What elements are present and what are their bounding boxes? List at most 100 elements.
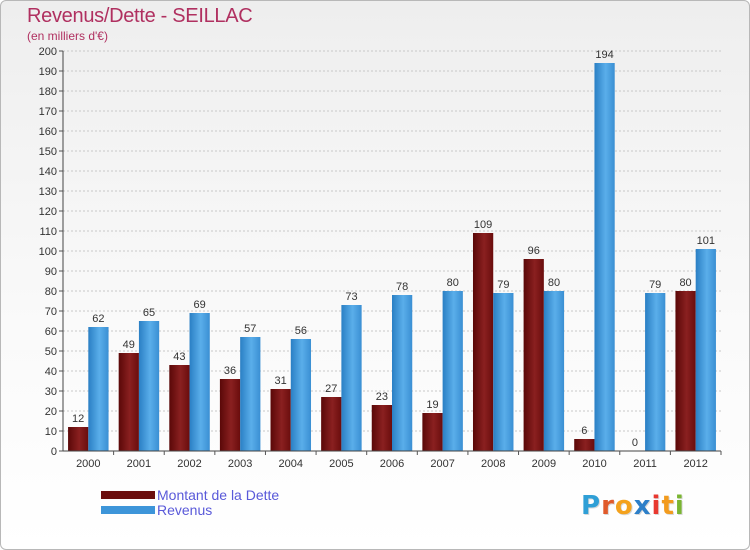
bar-dette-2005 bbox=[321, 397, 342, 451]
bar-dette-2001 bbox=[118, 353, 139, 451]
bar-revenus-2010 bbox=[594, 63, 615, 451]
x-tick-label: 2004 bbox=[279, 458, 303, 470]
bar-revenus-2002 bbox=[189, 313, 210, 451]
data-label-dette: 19 bbox=[426, 399, 438, 411]
data-label-revenus: 101 bbox=[697, 235, 715, 247]
bar-dette-2002 bbox=[169, 365, 190, 451]
data-label-revenus: 73 bbox=[345, 291, 357, 303]
bar-dette-2010 bbox=[574, 439, 595, 451]
bar-dette-2012 bbox=[675, 291, 696, 451]
chart-subtitle: (en milliers d'€) bbox=[27, 29, 108, 43]
legend-label-debt: Montant de la Dette bbox=[157, 486, 280, 503]
y-tick-label: 180 bbox=[39, 86, 57, 98]
legend-item-debt: Montant de la Dette bbox=[101, 486, 280, 503]
bar-dette-2003 bbox=[219, 379, 241, 451]
x-tick-label: 2000 bbox=[76, 458, 100, 470]
data-label-revenus: 57 bbox=[244, 323, 256, 335]
bar-revenus-2006 bbox=[392, 295, 413, 451]
y-tick-label: 60 bbox=[45, 326, 57, 338]
x-tick-label: 2009 bbox=[532, 458, 556, 470]
x-tick-label: 2007 bbox=[430, 458, 454, 470]
data-label-revenus: 194 bbox=[595, 49, 613, 61]
y-tick-label: 0 bbox=[51, 446, 57, 458]
data-label-dette: 0 bbox=[632, 437, 638, 449]
x-tick-label: 2008 bbox=[481, 458, 505, 470]
data-label-revenus: 78 bbox=[396, 281, 408, 293]
x-tick-label: 2006 bbox=[380, 458, 404, 470]
bar-revenus-2004 bbox=[290, 339, 312, 451]
logo-letter: x bbox=[633, 491, 652, 521]
y-tick-label: 110 bbox=[39, 226, 57, 238]
bar-dette-2000 bbox=[68, 427, 89, 451]
data-label-dette: 23 bbox=[376, 391, 388, 403]
y-tick-label: 20 bbox=[45, 406, 57, 418]
y-tick-label: 100 bbox=[39, 246, 57, 258]
x-tick-label: 2001 bbox=[127, 458, 151, 470]
bar-revenus-2001 bbox=[138, 321, 160, 451]
y-tick-label: 80 bbox=[45, 286, 57, 298]
data-label-revenus: 79 bbox=[497, 279, 509, 291]
data-label-dette: 80 bbox=[679, 277, 691, 289]
x-tick-label: 2005 bbox=[329, 458, 353, 470]
y-tick-label: 90 bbox=[45, 266, 57, 278]
x-tick-label: 2010 bbox=[582, 458, 606, 470]
y-tick-label: 140 bbox=[39, 166, 57, 178]
data-label-dette: 36 bbox=[224, 365, 236, 377]
bar-dette-2004 bbox=[270, 389, 291, 451]
y-tick-label: 120 bbox=[39, 206, 57, 218]
data-label-revenus: 79 bbox=[649, 279, 661, 291]
proxiti-logo: Proxiti bbox=[581, 491, 685, 521]
logo-letter: i bbox=[674, 491, 685, 521]
bar-revenus-2005 bbox=[341, 305, 362, 451]
data-label-revenus: 56 bbox=[295, 325, 307, 337]
logo-letter: r bbox=[601, 491, 615, 521]
data-label-dette: 43 bbox=[173, 351, 185, 363]
y-tick-label: 150 bbox=[39, 146, 57, 158]
y-tick-label: 170 bbox=[39, 106, 57, 118]
data-label-dette: 49 bbox=[123, 339, 135, 351]
logo-letter: t bbox=[661, 491, 675, 521]
chart-title: Revenus/Dette - SEILLAC bbox=[27, 5, 253, 27]
legend-label-revenus: Revenus bbox=[157, 501, 213, 518]
y-tick-label: 200 bbox=[39, 46, 57, 58]
legend-item-revenus: Revenus bbox=[101, 501, 279, 518]
y-tick-label: 160 bbox=[39, 126, 57, 138]
y-tick-label: 10 bbox=[45, 426, 57, 438]
data-label-revenus: 65 bbox=[143, 307, 155, 319]
y-tick-label: 70 bbox=[45, 306, 57, 318]
x-tick-label: 2002 bbox=[177, 458, 201, 470]
y-tick-label: 30 bbox=[45, 386, 57, 398]
data-label-revenus: 62 bbox=[92, 313, 104, 325]
data-label-dette: 109 bbox=[474, 219, 492, 231]
logo-letter: i bbox=[651, 491, 662, 521]
bar-revenus-2003 bbox=[240, 337, 261, 451]
logo-letter: P bbox=[581, 491, 602, 521]
y-tick-label: 130 bbox=[39, 186, 57, 198]
y-tick-label: 190 bbox=[39, 66, 57, 78]
bar-revenus-2007 bbox=[442, 291, 463, 451]
data-label-dette: 6 bbox=[581, 425, 587, 437]
x-tick-label: 2011 bbox=[633, 458, 657, 470]
logo-letter: o bbox=[614, 491, 634, 521]
legend-swatch-debt bbox=[101, 490, 155, 499]
data-label-dette: 96 bbox=[528, 245, 540, 257]
data-label-revenus: 80 bbox=[548, 277, 560, 289]
bar-dette-2008 bbox=[472, 233, 494, 451]
legend-swatch-revenus bbox=[101, 505, 155, 514]
y-tick-label: 50 bbox=[45, 346, 57, 358]
data-label-revenus: 80 bbox=[447, 277, 459, 289]
data-label-dette: 31 bbox=[275, 375, 287, 387]
bar-dette-2007 bbox=[422, 413, 443, 451]
data-label-dette: 12 bbox=[72, 413, 84, 425]
bar-revenus-2000 bbox=[88, 327, 109, 451]
y-tick-label: 40 bbox=[45, 366, 57, 378]
bar-revenus-2008 bbox=[493, 293, 514, 451]
x-tick-label: 2012 bbox=[683, 458, 707, 470]
bar-dette-2009 bbox=[523, 259, 544, 451]
bar-revenus-2011 bbox=[645, 293, 666, 451]
chart-legend: Montant de la Dette Revenus bbox=[101, 486, 280, 518]
bar-dette-2006 bbox=[371, 405, 392, 451]
bar-revenus-2009 bbox=[543, 291, 565, 451]
